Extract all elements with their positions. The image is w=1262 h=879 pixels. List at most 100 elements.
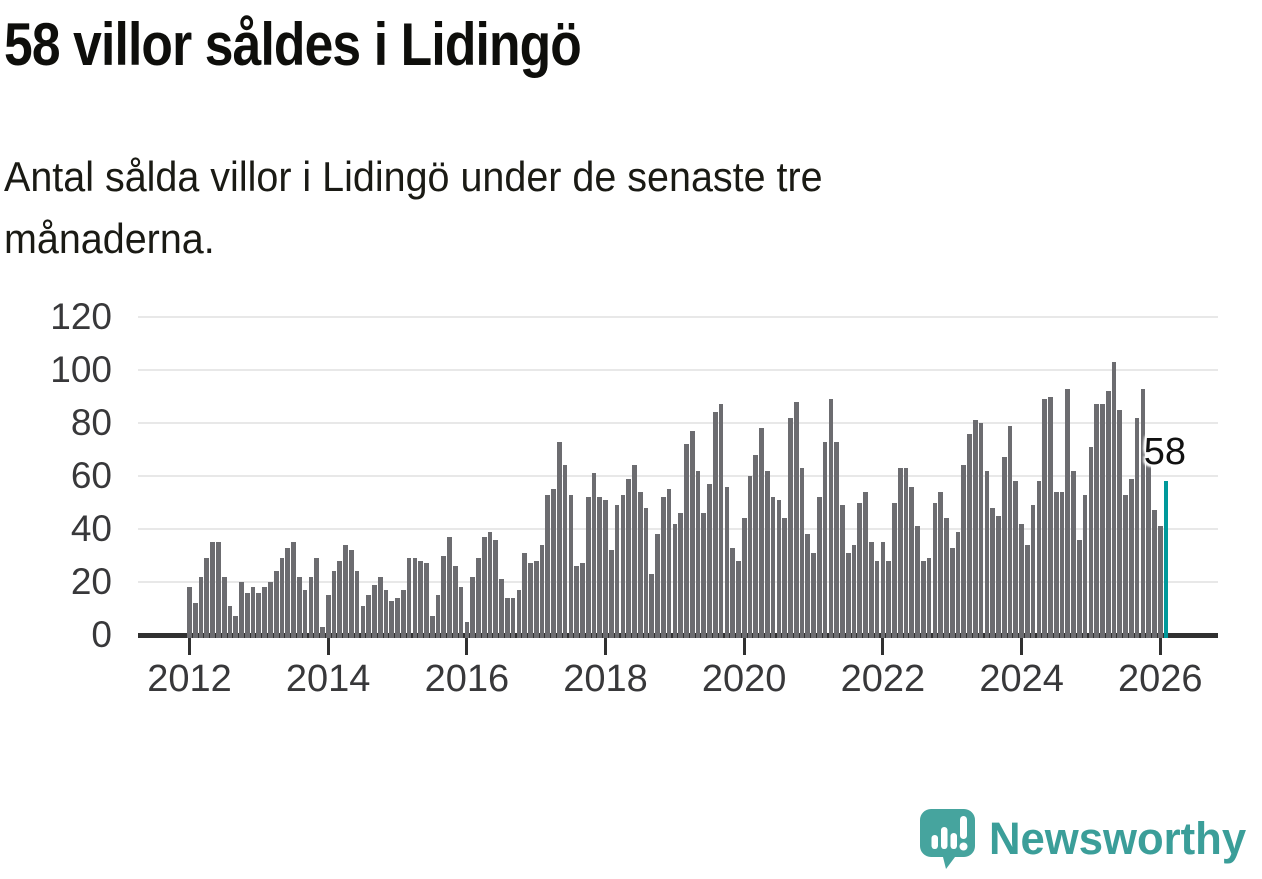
chart-bar [776, 499, 782, 638]
chart-bar [961, 465, 967, 638]
chart-bar [949, 547, 955, 638]
chart-bar [412, 558, 418, 638]
chart-bar [1140, 388, 1146, 638]
chart-bar [1157, 526, 1163, 638]
chart-bar [695, 470, 701, 638]
x-axis-tick [742, 638, 746, 655]
chart-bar [1007, 425, 1013, 638]
chart-bar [1111, 362, 1117, 638]
newsworthy-logo-text: Newsworthy [988, 813, 1247, 864]
chart-bar [1152, 510, 1157, 638]
chart-bar [874, 560, 880, 638]
chart-bar [892, 502, 897, 638]
chart-bar [886, 560, 892, 638]
chart-subtitle: Antal sålda villor i Lidingö under de se… [4, 146, 823, 270]
chart-bar [741, 518, 747, 638]
chart-bar [522, 552, 527, 638]
chart-bar [320, 627, 325, 638]
chart-bar [1134, 417, 1140, 638]
chart-bar [603, 499, 608, 638]
x-axis-tick-label: 2024 [979, 658, 1064, 700]
chart-bar [1053, 491, 1059, 638]
chart-bar [377, 576, 383, 638]
chart-bar [1030, 505, 1036, 638]
chart-bar [597, 497, 603, 638]
chart-bar [857, 502, 863, 638]
chart-bar [447, 536, 452, 638]
chart-bar [204, 558, 210, 638]
chart-bar [764, 470, 770, 638]
gridline [138, 422, 1218, 424]
chart-bar [805, 534, 811, 638]
subtitle-line-1: Antal sålda villor i Lidingö under de se… [4, 153, 823, 200]
chart-bar [1013, 481, 1019, 638]
chart-bar [279, 558, 285, 638]
chart-bar [666, 489, 672, 638]
chart-bar [389, 600, 395, 638]
chart-bar [903, 468, 909, 638]
chart-bar [851, 544, 857, 638]
chart-bar [533, 560, 539, 638]
chart-bar [1117, 409, 1123, 638]
gridline [138, 369, 1218, 371]
chart-bar [1082, 494, 1088, 638]
chart-bar [1146, 462, 1152, 638]
chart-bar [811, 552, 816, 638]
chart-bar [210, 542, 215, 638]
chart-bar [724, 486, 730, 638]
chart-bar [487, 531, 493, 638]
y-axis-tick-label: 40 [70, 508, 112, 549]
chart-bar [424, 563, 429, 638]
y-axis-tick-label: 80 [70, 402, 112, 443]
chart-bar [1059, 491, 1065, 638]
chart-bar [672, 523, 678, 638]
chart-bar [551, 489, 556, 638]
chart-bar [296, 576, 302, 638]
chart-bar [1001, 457, 1007, 638]
chart-bar [736, 560, 741, 638]
chart-bar [429, 616, 435, 638]
chart-bar [1048, 396, 1053, 638]
x-axis-tick-label: 2012 [147, 658, 232, 700]
chart-bar [227, 605, 233, 638]
chart-bar [909, 486, 915, 638]
x-axis-tick-label: 2018 [563, 658, 648, 700]
chart-bar [256, 592, 262, 638]
chart-bar [273, 571, 279, 638]
x-axis-tick-label: 2022 [840, 658, 926, 700]
chart-bar [464, 621, 470, 638]
chart-bar [1123, 494, 1128, 638]
chart-bar [366, 595, 371, 638]
chart-bar [585, 497, 591, 638]
chart-bar [967, 433, 972, 638]
chart-bar [915, 526, 920, 638]
chart-bar [580, 563, 585, 638]
highlighted-bar-current-period [1163, 481, 1169, 638]
chart-bar [973, 420, 978, 638]
chart-bar [268, 582, 273, 638]
chart-bar [990, 507, 996, 638]
chart-bar [395, 597, 400, 638]
chart-bar [510, 597, 516, 638]
chart-bar [325, 595, 331, 638]
x-axis-tick-label: 2020 [701, 658, 787, 700]
chart-bar [244, 592, 250, 638]
chart-bar [435, 595, 441, 638]
chart-bar [718, 404, 724, 638]
chart-bar [406, 558, 412, 638]
chart-bar [863, 491, 868, 638]
chart-bar [1105, 391, 1111, 638]
chart-bar [799, 468, 805, 638]
chart-bar [730, 547, 735, 638]
chart-bar [897, 468, 903, 638]
chart-bar [528, 563, 533, 638]
y-axis-tick-label: 60 [70, 455, 112, 496]
chart-bar [880, 542, 886, 638]
chart-bar [516, 589, 522, 638]
chart-bar [504, 597, 510, 638]
x-axis-tick-label: 2026 [1118, 658, 1203, 700]
chart-bar [984, 470, 990, 638]
chart-bar [250, 587, 256, 638]
